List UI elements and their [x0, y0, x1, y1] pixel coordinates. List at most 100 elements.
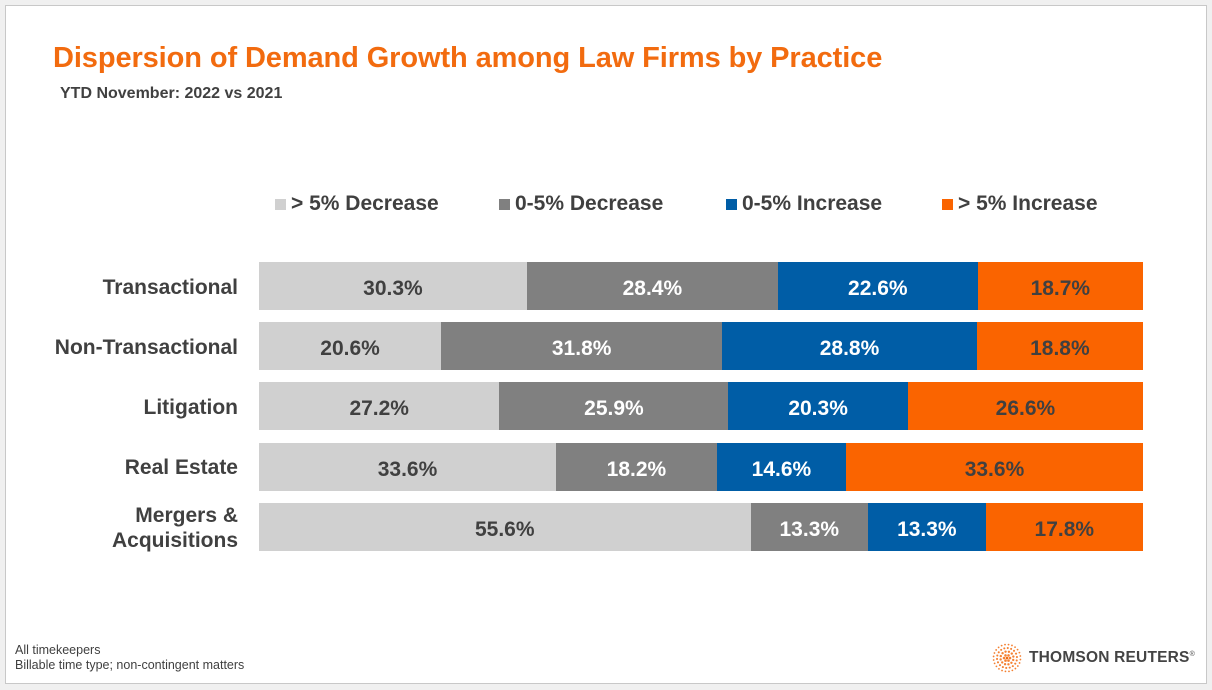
- chart-subtitle: YTD November: 2022 vs 2021: [60, 85, 283, 102]
- logo-dot: [1012, 655, 1015, 658]
- data-label: 33.6%: [377, 457, 438, 481]
- data-label: 13.3%: [779, 517, 840, 541]
- logo-dot: [1007, 654, 1010, 657]
- data-label: 33.6%: [964, 457, 1025, 481]
- logo-dot: [1010, 652, 1013, 655]
- logo-dot: [1004, 643, 1006, 646]
- bar-segment-5-increase: 26.6%: [907, 382, 1143, 431]
- category-label-line: Transactional: [102, 275, 238, 299]
- logo-dot: [995, 665, 998, 668]
- footnote-line: All timekeepers: [15, 643, 101, 657]
- data-label: 28.8%: [819, 337, 880, 361]
- legend-swatch: [726, 198, 737, 210]
- legend-label: 0-5% Increase: [742, 192, 883, 215]
- bar-segment-5-decrease: 27.2%: [259, 382, 500, 431]
- category-label-line: Litigation: [143, 395, 238, 419]
- bar-segment-5-decrease: 33.6%: [259, 442, 557, 491]
- data-label: 14.6%: [751, 457, 812, 481]
- logo-dot: [993, 662, 996, 665]
- logo-dot: [1008, 666, 1011, 669]
- logo-dot: [993, 652, 996, 654]
- data-label: 17.8%: [1034, 517, 1095, 541]
- logo-dot: [995, 657, 999, 661]
- bar-segment-0-5-decrease: 18.2%: [556, 442, 717, 491]
- data-label: 28.4%: [622, 277, 683, 300]
- logo-dot: [992, 659, 995, 661]
- footnote-line: Billable time type; non-contingent matte…: [15, 658, 245, 672]
- logo-dot: [1006, 646, 1009, 650]
- category-label-line: Non-Transactional: [54, 335, 238, 359]
- logo-dot: [1016, 648, 1019, 651]
- category-label-non-transactional: Non-Transactional: [55, 335, 238, 360]
- logo-dot: [998, 664, 1002, 667]
- data-label: 20.3%: [788, 397, 848, 421]
- logo-dot: [1000, 648, 1003, 651]
- chart-title: Dispersion of Demand Growth among Law Fi…: [53, 42, 883, 74]
- logo-dot: [996, 661, 1000, 664]
- data-label: 13.3%: [897, 517, 957, 541]
- logo-dot: [1001, 669, 1003, 672]
- logo-dot: [1014, 646, 1016, 649]
- data-label: 26.6%: [995, 397, 1056, 421]
- brand-name-text: THOMSON REUTERS: [1029, 649, 1190, 666]
- bar-segment-0-5-decrease: 31.8%: [441, 322, 723, 371]
- logo-dot: [1007, 650, 1011, 653]
- logo-dot: [1010, 647, 1013, 650]
- data-label: 20.6%: [320, 337, 380, 361]
- logo-dot: [1018, 651, 1021, 654]
- legend-item-5-decrease: > 5% Decrease: [275, 192, 439, 216]
- data-label: 30.3%: [363, 277, 423, 300]
- legend-swatch: [499, 198, 510, 210]
- bar-row-real-estate: 33.6% 18.2% 14.6% 33.6%: [259, 442, 1143, 491]
- data-label: 18.2%: [606, 457, 667, 481]
- logo-dot: [1011, 669, 1014, 672]
- legend-item-5-increase: > 5% Increase: [942, 192, 1098, 216]
- logo-dot: [1007, 659, 1010, 662]
- bar-segment-0-5-decrease: 13.3%: [750, 502, 869, 551]
- data-label: 22.6%: [848, 277, 908, 300]
- logo-dot: [992, 655, 995, 658]
- logo-dot: [1003, 663, 1007, 666]
- bar-segment-5-increase: 33.6%: [845, 442, 1143, 491]
- logo-dot: [1007, 643, 1010, 646]
- data-label: 18.7%: [1030, 277, 1091, 300]
- bar-segment-0-5-increase: 28.8%: [722, 322, 977, 371]
- logo-dot: [1010, 661, 1013, 664]
- logo-dot: [1001, 661, 1004, 664]
- category-label-line: Real Estate: [124, 456, 238, 480]
- slide: Dispersion of Demand Growth among Law Fi…: [5, 5, 1207, 684]
- legend-item-0-5-decrease: 0-5% Decrease: [499, 192, 663, 216]
- logo-dot: [1019, 655, 1022, 657]
- logo-dot: [1018, 662, 1021, 664]
- data-label: 55.6%: [474, 517, 535, 541]
- logo-dot: [1016, 665, 1019, 667]
- registered-mark: ®: [1189, 650, 1195, 658]
- logo-dot: [1008, 656, 1012, 660]
- brand-dot-circle-icon: [992, 643, 1022, 673]
- data-label: 31.8%: [551, 337, 612, 361]
- data-label: 18.8%: [1030, 337, 1090, 361]
- logo-dot: [999, 658, 1002, 661]
- logo-dot: [1000, 644, 1003, 647]
- logo-dot: [998, 667, 1000, 670]
- thomson-reuters-logo: THOMSON REUTERS®: [991, 642, 1195, 674]
- logo-dot: [996, 654, 999, 657]
- bar-segment-0-5-decrease: 25.9%: [499, 382, 729, 431]
- logo-dot: [995, 649, 998, 651]
- legend-label: 0-5% Decrease: [515, 192, 664, 215]
- data-label: 27.2%: [349, 397, 409, 421]
- bar-segment-5-decrease: 20.6%: [259, 322, 442, 371]
- legend-label: > 5% Increase: [958, 192, 1098, 215]
- logo-dot: [1011, 644, 1013, 647]
- bar-row-mergers-acquisitions: 55.6% 13.3% 13.3% 17.8%: [259, 502, 1143, 551]
- bar-row-transactional: 30.3% 28.4% 22.6% 18.7%: [259, 262, 1143, 310]
- bar-row-litigation: 27.2% 25.9% 20.3% 26.6%: [259, 382, 1143, 431]
- logo-dot: [1001, 652, 1004, 655]
- logo-dot: [1001, 666, 1004, 669]
- logo-dot: [1004, 650, 1007, 653]
- data-label: 25.9%: [584, 397, 644, 421]
- bar-segment-5-decrease: 55.6%: [259, 502, 751, 551]
- logo-dot: [1008, 670, 1010, 673]
- logo-dot: [999, 654, 1002, 658]
- logo-dot: [997, 651, 1000, 654]
